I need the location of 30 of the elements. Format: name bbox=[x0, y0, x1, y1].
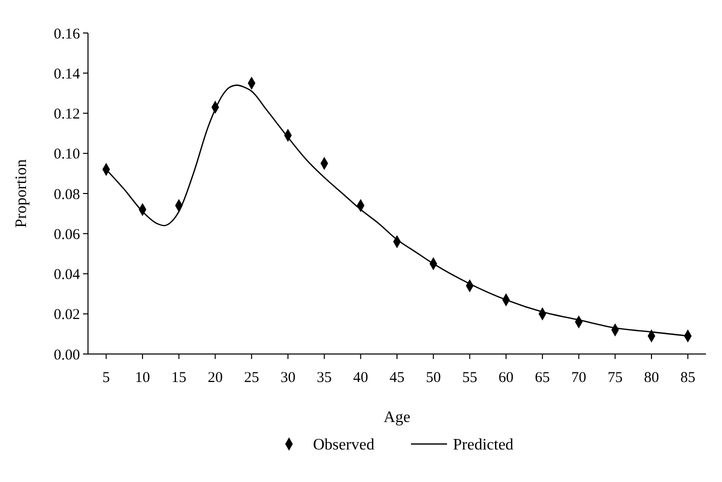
y-tick-label: 0.16 bbox=[54, 26, 80, 42]
x-tick-label: 20 bbox=[208, 370, 223, 386]
x-tick-label: 40 bbox=[353, 370, 368, 386]
x-tick-label: 25 bbox=[244, 370, 260, 386]
x-tick-label: 5 bbox=[102, 370, 110, 386]
x-tick-label: 50 bbox=[426, 370, 441, 386]
y-tick-label: 0.00 bbox=[54, 347, 80, 364]
legend-label: Predicted bbox=[453, 436, 514, 454]
x-tick-label: 30 bbox=[280, 370, 296, 386]
y-axis-title: Proportion bbox=[13, 159, 30, 228]
x-tick-label: 70 bbox=[571, 370, 586, 386]
x-tick-label: 10 bbox=[135, 370, 150, 386]
x-axis-title: Age bbox=[384, 409, 410, 426]
y-tick-label: 0.10 bbox=[54, 146, 80, 163]
x-tick-label: 60 bbox=[498, 370, 514, 386]
y-tick-label: 0.02 bbox=[54, 307, 80, 324]
y-tick-label: 0.14 bbox=[54, 66, 80, 82]
y-tick-label: 0.08 bbox=[54, 186, 80, 203]
y-tick-label: 0.04 bbox=[54, 267, 80, 283]
x-tick-label: 75 bbox=[608, 370, 623, 386]
y-tick-label: 0.12 bbox=[54, 106, 80, 122]
x-tick-label: 45 bbox=[390, 370, 404, 386]
x-tick-label: 80 bbox=[644, 370, 659, 386]
x-tick-label: 55 bbox=[462, 370, 478, 386]
legend-label: Observed bbox=[313, 436, 374, 454]
x-tick-label: 15 bbox=[171, 370, 186, 386]
y-tick-label: 0.06 bbox=[54, 226, 80, 243]
x-tick-label: 85 bbox=[680, 370, 696, 386]
x-tick-label: 65 bbox=[534, 370, 550, 386]
x-tick-label: 35 bbox=[316, 370, 332, 386]
